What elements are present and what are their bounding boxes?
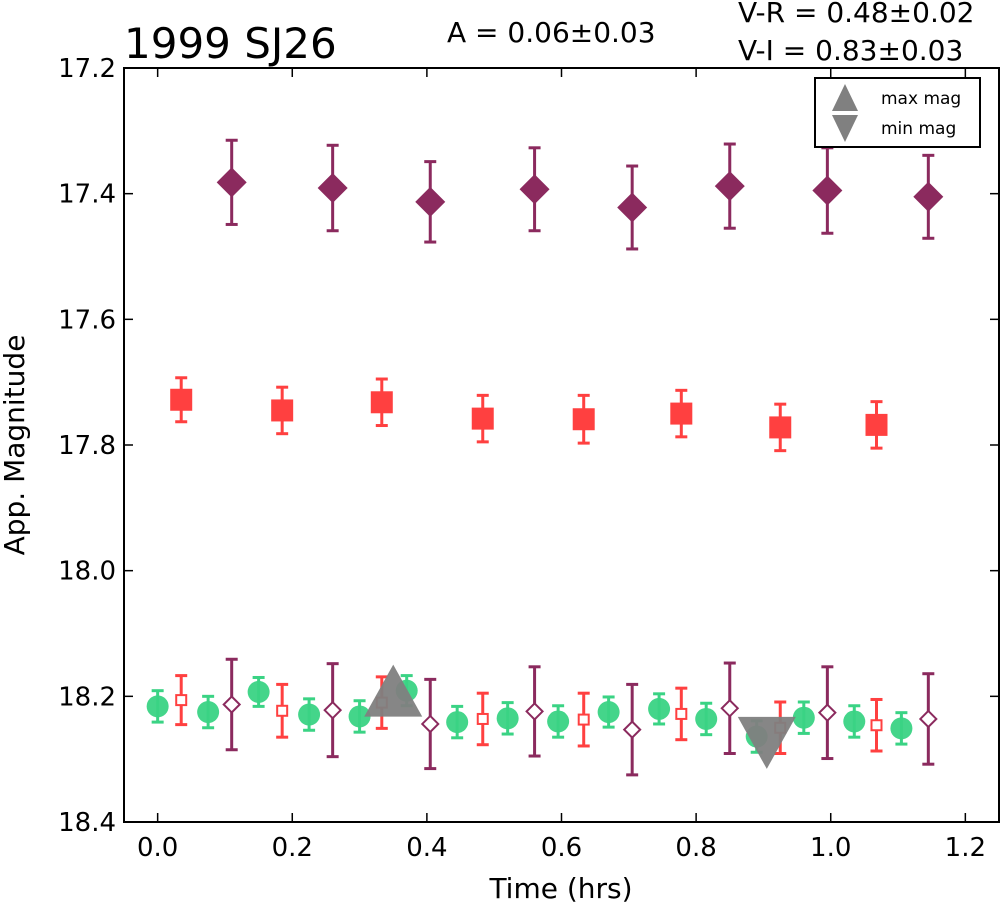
data-point-square <box>476 712 489 725</box>
chart-title: 1999 SJ26 <box>124 19 337 68</box>
data-point-diamond <box>323 700 343 720</box>
data-point-square <box>769 416 792 439</box>
data-point-circle <box>348 705 371 728</box>
y-tick-label: 18.4 <box>58 808 116 838</box>
data-point-diamond <box>714 171 745 202</box>
plot-frame <box>123 67 1000 823</box>
data-point-circle <box>247 680 270 703</box>
data-point-circle <box>197 701 220 724</box>
data-point-circle <box>792 706 815 729</box>
data-point-diamond <box>812 175 843 206</box>
data-point-circle <box>146 695 169 718</box>
data-point-diamond <box>317 173 348 204</box>
x-tick-label: 1.0 <box>810 833 851 863</box>
data-point-circle <box>695 707 718 730</box>
data-point-diamond <box>420 714 440 734</box>
amplitude-label: A = 0.06±0.03 <box>447 16 656 49</box>
data-point-diamond <box>519 174 550 205</box>
data-point-square <box>175 694 188 707</box>
legend-min-label: min mag <box>881 119 956 139</box>
data-point-diamond <box>222 695 242 714</box>
data-point-circle <box>890 717 913 740</box>
data-point-square <box>471 407 494 430</box>
y-tick-label: 18.2 <box>58 682 116 712</box>
x-tick-label: 0.8 <box>675 833 716 863</box>
color-vr-label: V-R = 0.48±0.02 <box>738 0 974 29</box>
data-point-square <box>865 413 888 436</box>
y-axis-label: App. Magnitude <box>0 335 31 556</box>
data-point-diamond <box>720 698 740 718</box>
data-point-circle <box>597 701 620 724</box>
x-tick-label: 0.6 <box>541 833 582 863</box>
y-tick-label: 17.2 <box>58 54 116 84</box>
data-point-circle <box>547 710 570 733</box>
data-point-diamond <box>617 192 648 223</box>
x-tick-label: 0.0 <box>137 833 178 863</box>
x-tick-label: 0.2 <box>272 833 313 863</box>
x-tick-label: 1.2 <box>945 833 986 863</box>
data-point-circle <box>843 710 866 733</box>
legend-max-label: max mag <box>881 89 961 109</box>
data-point-square <box>675 707 688 720</box>
data-point-diamond <box>415 186 446 217</box>
y-tick-label: 18.0 <box>58 557 116 587</box>
plot-marks <box>146 138 944 777</box>
min-mag-marker <box>737 716 796 769</box>
legend: max mag min mag <box>814 77 981 148</box>
legend-max-marker <box>832 84 858 111</box>
color-vi-label: V-I = 0.83±0.03 <box>738 34 963 67</box>
data-point-diamond <box>913 181 944 212</box>
data-point-square <box>276 704 289 717</box>
data-point-square <box>370 391 393 414</box>
y-tick-label: 17.6 <box>58 305 116 335</box>
data-point-circle <box>496 707 519 730</box>
data-point-square <box>670 402 693 425</box>
data-point-circle <box>446 711 469 734</box>
data-point-square <box>870 719 883 732</box>
data-point-circle <box>648 697 671 720</box>
x-tick-label: 0.4 <box>406 833 447 863</box>
y-tick-label: 17.4 <box>58 180 116 210</box>
y-tick-label: 17.8 <box>58 431 116 461</box>
legend-min-marker <box>832 115 858 142</box>
data-point-square <box>572 408 595 431</box>
data-point-diamond <box>216 167 247 198</box>
x-axis-label: Time (hrs) <box>488 872 632 904</box>
data-point-square <box>271 399 294 422</box>
data-point-circle <box>298 703 321 726</box>
data-point-diamond <box>817 703 837 723</box>
data-point-square <box>170 388 193 411</box>
axis-ticks: 0.0 0.2 0.4 0.6 0.8 1.0 1.2 17.2 17.4 17.6 17.8 18.… <box>58 54 999 863</box>
data-point-diamond <box>525 701 544 721</box>
data-point-diamond <box>622 720 642 740</box>
data-point-diamond <box>918 709 938 729</box>
max-mag-marker <box>364 664 423 717</box>
data-point-square <box>577 713 590 726</box>
